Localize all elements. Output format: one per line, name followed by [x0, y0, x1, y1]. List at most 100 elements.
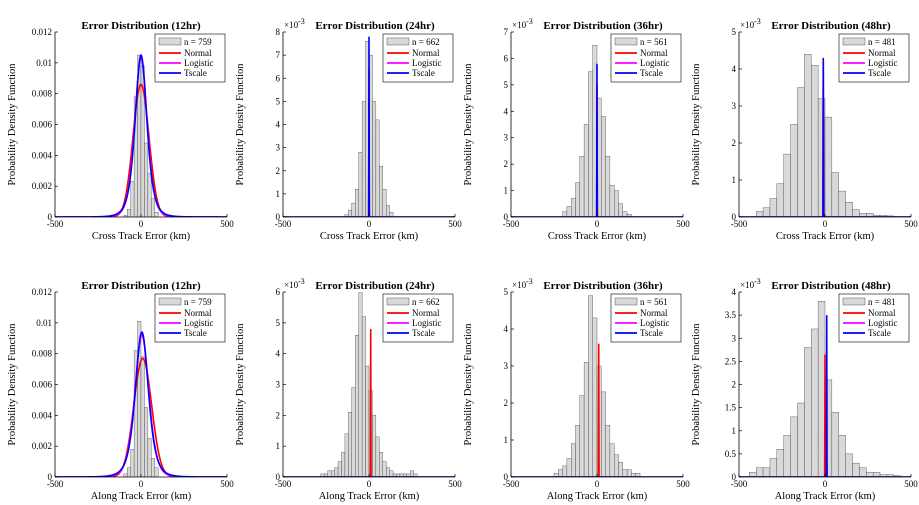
x-tick-label: 0	[595, 479, 600, 489]
legend-item-logistic: Logistic	[868, 318, 898, 328]
hist-bar	[144, 407, 149, 477]
x-tick-label: -500	[47, 479, 64, 489]
y-tick-label: 5	[504, 287, 509, 297]
legend-item-normal: Normal	[184, 48, 212, 58]
hist-bar	[375, 119, 380, 217]
hist-bar	[348, 209, 352, 217]
y-tick-label: 0.01	[36, 58, 52, 68]
x-tick-label: 0	[139, 219, 144, 229]
legend-item-normal: Normal	[640, 48, 668, 58]
hist-bar	[831, 412, 839, 477]
x-tick-label: 0	[823, 479, 828, 489]
legend-item-logistic: Logistic	[868, 58, 898, 68]
y-tick-label: 2.5	[725, 356, 737, 366]
y-tick-label: 4	[732, 64, 737, 74]
y-axis-label: Probability Density Function	[691, 323, 702, 446]
y-tick-label: 3	[732, 101, 737, 111]
y-tick-label: 0.008	[32, 349, 53, 359]
y-axis-label: Probability Density Function	[463, 63, 474, 186]
hist-bar	[386, 467, 390, 477]
hist-bar	[756, 467, 764, 477]
y-tick-label: 5	[504, 80, 509, 90]
x-axis-label: Cross Track Error (km)	[320, 231, 419, 242]
hist-bar	[566, 458, 572, 477]
y-axis-multiplier: ×10-3	[284, 277, 305, 290]
hist-bar	[769, 458, 778, 477]
hist-bar	[151, 198, 155, 217]
hist-bar	[601, 391, 606, 477]
y-tick-label: 0	[48, 472, 53, 482]
hist-bar	[831, 172, 839, 217]
hist-bar	[571, 443, 576, 477]
hist-bar	[588, 295, 593, 477]
y-tick-label: 4	[276, 349, 281, 359]
y-tick-label: 3	[732, 333, 737, 343]
hist-bar	[382, 189, 387, 217]
hist-bar	[147, 438, 152, 477]
legend-item-normal: Normal	[868, 48, 896, 58]
hist-bar	[859, 467, 867, 477]
y-tick-label: 0.012	[32, 27, 52, 37]
y-axis-label: Probability Density Function	[235, 323, 246, 446]
chart-title: Error Distribution (48hr)	[771, 280, 891, 292]
fit-line-normal	[55, 357, 227, 477]
x-tick-label: 0	[367, 219, 372, 229]
y-tick-label: 4	[504, 324, 509, 334]
hist-bar	[769, 198, 778, 217]
hist-bar	[804, 54, 812, 217]
legend-item-logistic: Logistic	[412, 318, 442, 328]
x-tick-label: -500	[275, 219, 292, 229]
y-tick-label: 1	[504, 186, 509, 196]
hist-bar	[756, 211, 764, 217]
hist-bar	[804, 347, 812, 477]
y-axis-label: Probability Density Function	[463, 323, 474, 446]
x-tick-label: 0	[367, 479, 372, 489]
hist-bar	[379, 452, 383, 477]
y-axis-multiplier: ×10-3	[740, 277, 761, 290]
hist-bar	[783, 435, 791, 477]
hist-bar	[337, 461, 342, 477]
hist-bar	[372, 101, 377, 217]
hist-bar	[575, 425, 580, 477]
hist-bar	[626, 469, 632, 477]
x-tick-label: -500	[275, 479, 292, 489]
hist-bar	[358, 292, 363, 477]
legend-item-logistic: Logistic	[184, 58, 214, 68]
legend-item-normal: Normal	[412, 48, 440, 58]
fit-line-tscale	[283, 36, 455, 217]
hist-bar	[413, 473, 418, 477]
y-tick-label: 8	[276, 27, 281, 37]
y-tick-label: 1	[732, 426, 737, 436]
legend-item-logistic: Logistic	[412, 58, 442, 68]
hist-bar	[579, 395, 585, 477]
x-tick-label: -500	[503, 479, 520, 489]
fit-line-normal	[739, 354, 911, 477]
hist-bar	[614, 454, 619, 477]
x-axis-label: Cross Track Error (km)	[548, 231, 647, 242]
hist-bar	[579, 156, 585, 217]
y-tick-label: 0.008	[32, 89, 53, 99]
hist-bar	[588, 71, 593, 217]
y-tick-label: 2	[732, 138, 737, 148]
y-tick-label: 0	[276, 212, 281, 222]
chart-title: Error Distribution (12hr)	[81, 280, 201, 292]
hist-bar	[558, 469, 563, 477]
x-axis-label: Cross Track Error (km)	[92, 231, 191, 242]
hist-bar	[351, 202, 356, 217]
hist-bar	[386, 205, 390, 217]
hist-bar	[762, 467, 771, 477]
y-tick-label: 6	[504, 53, 509, 63]
hist-bar	[824, 116, 833, 217]
y-axis-multiplier: ×10-3	[512, 277, 533, 290]
hist-bar	[618, 462, 623, 477]
x-tick-label: 500	[448, 219, 462, 229]
